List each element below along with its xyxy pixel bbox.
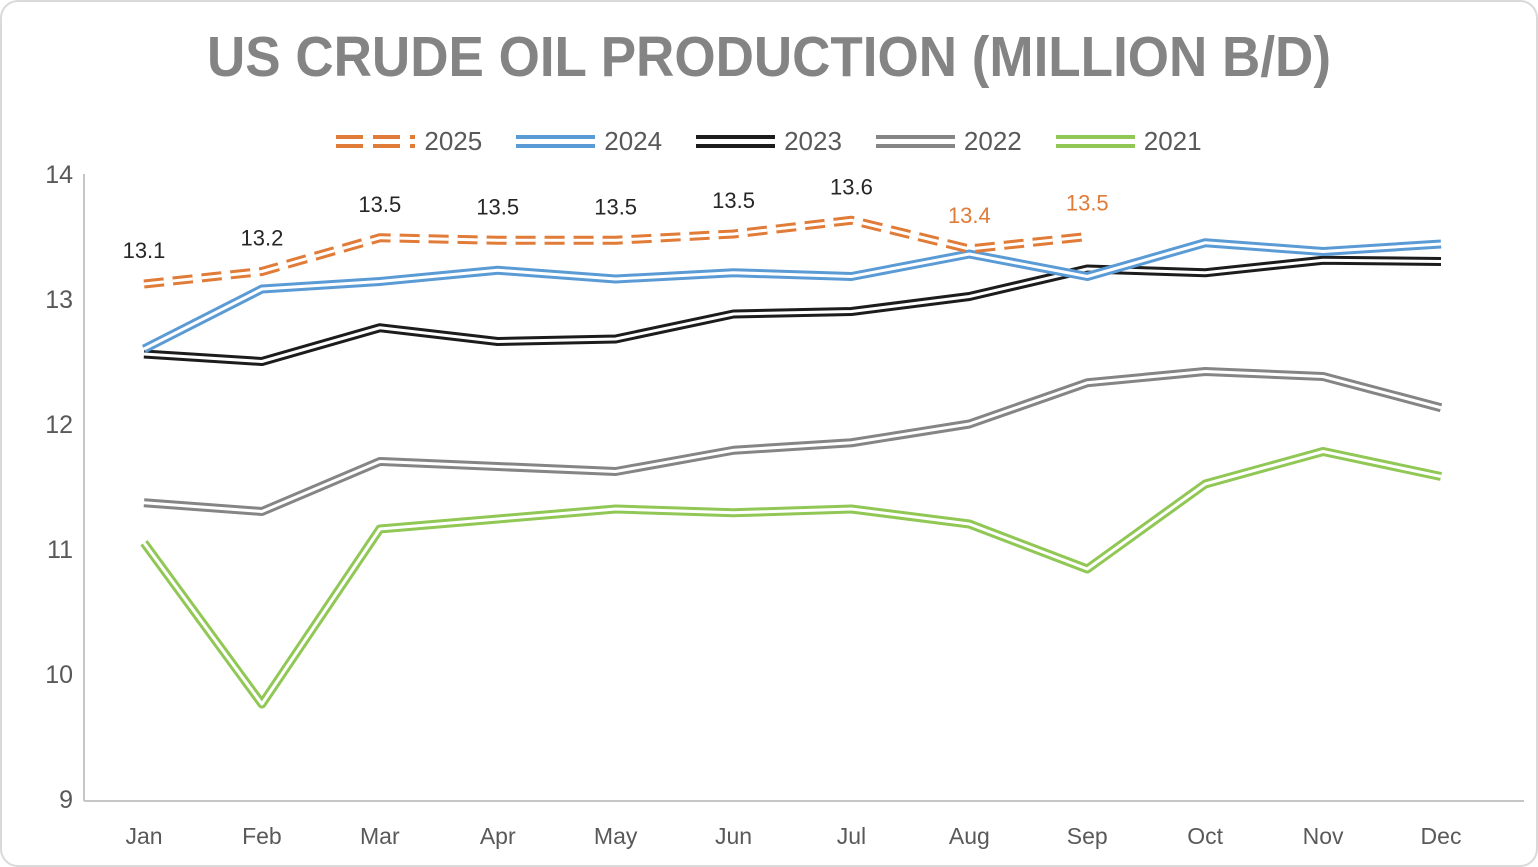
legend-item-2022: 2022: [875, 125, 1022, 157]
chart-title: US CRUDE OIL PRODUCTION (MILLION B/D): [207, 25, 1331, 89]
y-tick-label: 14: [45, 161, 73, 189]
series-line-2024: [141, 238, 1442, 354]
series-line-2022-core: [143, 370, 1442, 513]
data-label-2025-Sep: 13.5: [1066, 191, 1109, 216]
y-tick-label: 12: [45, 411, 73, 439]
x-tick-label: Apr: [480, 823, 516, 849]
legend-swatch-bar: [1055, 143, 1135, 148]
series-2021: [140, 447, 1442, 709]
y-tick-label: 10: [45, 661, 73, 689]
series-2024: [141, 238, 1442, 354]
legend-swatch-bar: [1055, 134, 1135, 139]
series-2023: [143, 255, 1442, 366]
x-tick-label: Feb: [242, 823, 282, 849]
data-label-2025-Aug: 13.4: [948, 203, 991, 228]
legend-swatch-2024-line-icon: [516, 134, 596, 148]
x-tick-label: Sep: [1067, 823, 1108, 849]
data-label-2025-Mar: 13.5: [358, 192, 401, 217]
y-tick-label: 9: [59, 786, 73, 814]
legend-item-2021: 2021: [1055, 125, 1202, 157]
legend-swatch-bar: [875, 143, 955, 148]
series-line-2021-core: [142, 450, 1442, 706]
series-line-2025: [143, 215, 1088, 289]
data-label-2025-May: 13.5: [594, 194, 637, 219]
legend-swatch-bar: [875, 134, 955, 139]
legend-swatch-bar: [696, 143, 776, 148]
legend-item-2023: 2023: [696, 126, 842, 157]
y-tick-label: 11: [47, 536, 73, 564]
x-tick-label: May: [594, 823, 638, 849]
legend-swatch-bar: [516, 143, 596, 148]
legend-label-2025: 2025: [424, 125, 483, 156]
legend-label-2022: 2022: [963, 125, 1022, 156]
legend-label-2024: 2024: [604, 125, 663, 156]
series-2025: [143, 215, 1088, 289]
series-line-2021: [140, 447, 1442, 709]
series-line-2025-core: [143, 218, 1088, 286]
legend-item-2025: 2025: [336, 126, 482, 157]
x-tick-label: Mar: [360, 823, 400, 849]
data-label-2025-Jan: 13.1: [123, 238, 166, 263]
legend-label-2023: 2023: [784, 125, 842, 156]
x-tick-label: Nov: [1303, 823, 1344, 849]
data-label-2025-Apr: 13.5: [476, 194, 519, 219]
legend-swatch-bar: [696, 134, 776, 139]
data-label-2025-Feb: 13.2: [240, 226, 283, 251]
legend-swatch-bar: [336, 143, 416, 148]
legend-swatch-bar: [336, 134, 416, 139]
x-tick-label: Aug: [949, 823, 990, 849]
legend-swatch-2022-line-icon: [875, 134, 955, 148]
data-label-2025-Jun: 13.5: [712, 188, 755, 213]
legend-swatch-bar: [516, 134, 596, 139]
series-line-2022: [143, 367, 1443, 516]
x-tick-label: Oct: [1187, 823, 1223, 849]
x-tick-label: Dec: [1421, 823, 1462, 849]
x-tick-label: Jul: [837, 823, 866, 849]
x-tick-label: Jun: [715, 823, 752, 849]
legend-swatch-2023-line-icon: [696, 134, 776, 148]
y-tick-label: 13: [45, 286, 73, 314]
legend-label-2021: 2021: [1143, 125, 1202, 156]
legend-item-2024: 2024: [516, 126, 662, 157]
series-line-2023-core: [143, 258, 1442, 363]
data-label-2025-Jul: 13.6: [830, 174, 873, 199]
legend-swatch-2021-line-icon: [1055, 134, 1135, 148]
series-2022: [143, 367, 1443, 516]
legend: 2025 2024 2023 2022 2021: [2, 125, 1536, 157]
series-line-2024-core: [143, 241, 1442, 351]
legend-swatch-2025-dashed-line-icon: [336, 134, 416, 148]
x-tick-label: Jan: [125, 823, 162, 849]
